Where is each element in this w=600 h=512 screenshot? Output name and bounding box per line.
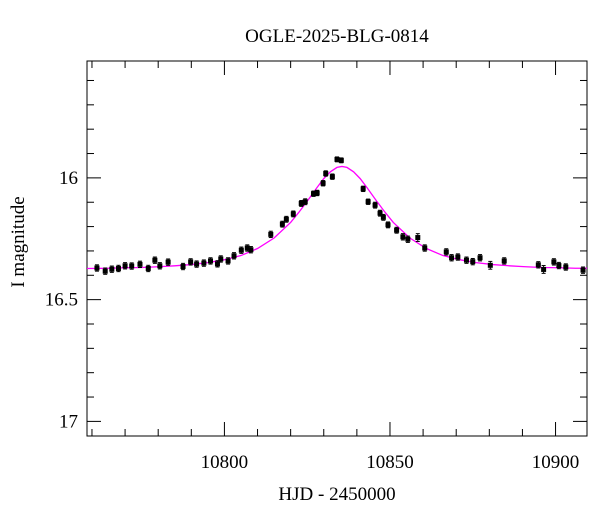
data-point	[314, 190, 320, 196]
x-tick-label: 10850	[366, 452, 414, 473]
data-point	[338, 157, 344, 163]
data-point	[225, 258, 231, 264]
data-point	[248, 247, 254, 253]
data-point	[268, 231, 274, 237]
data-point	[449, 255, 455, 261]
data-point	[365, 199, 371, 205]
plot-frame	[86, 60, 588, 437]
data-point	[157, 263, 163, 269]
data-point	[422, 245, 428, 251]
y-tick-label: 16.5	[45, 290, 78, 311]
data-point	[298, 200, 304, 206]
data-point	[129, 263, 135, 269]
data-point	[279, 221, 285, 227]
data-point	[214, 261, 220, 267]
data-point	[244, 245, 250, 251]
data-point	[115, 265, 121, 271]
data-point	[385, 222, 391, 228]
data-point	[208, 258, 214, 264]
data-point	[377, 210, 383, 216]
data-point	[360, 186, 366, 192]
data-point	[102, 268, 108, 274]
data-point	[372, 202, 378, 208]
data-point	[180, 264, 186, 270]
data-point	[218, 256, 224, 262]
data-point	[394, 227, 400, 233]
data-point	[556, 263, 562, 269]
y-tick-label: 16	[59, 168, 78, 189]
data-point	[145, 265, 151, 271]
x-tick-label: 10800	[201, 452, 249, 473]
data-point	[152, 257, 158, 263]
data-point	[188, 259, 194, 265]
data-point	[201, 260, 207, 266]
data-point	[320, 180, 326, 186]
y-tick-label: 17	[59, 411, 78, 432]
data-point	[470, 259, 476, 265]
data-point	[165, 259, 171, 265]
data-point	[501, 258, 507, 264]
data-point	[283, 216, 289, 222]
data-point	[535, 262, 541, 268]
data-point	[334, 156, 340, 162]
data-point	[405, 236, 411, 242]
data-point	[580, 267, 586, 273]
data-point	[231, 253, 237, 259]
data-point	[463, 257, 469, 263]
data-point	[443, 249, 449, 255]
x-tick-label: 10900	[532, 452, 580, 473]
x-axis-label: HJD - 2450000	[278, 484, 396, 505]
data-point	[380, 214, 386, 220]
model-curve	[86, 165, 587, 270]
data-point	[109, 266, 115, 272]
data-point	[329, 174, 335, 180]
data-point	[477, 255, 483, 261]
data-point	[238, 247, 244, 253]
data-point	[563, 264, 569, 270]
data-point	[551, 259, 557, 265]
data-point	[541, 266, 547, 272]
data-point	[455, 254, 461, 260]
data-point	[194, 261, 200, 267]
data-point	[290, 211, 296, 217]
y-axis-label: I magnitude	[8, 196, 29, 288]
data-point	[310, 191, 316, 197]
data-point	[400, 234, 406, 240]
data-point	[122, 263, 128, 269]
data-point	[415, 235, 421, 241]
data-point	[323, 171, 329, 176]
data-point	[94, 265, 100, 271]
plot-title: OGLE-2025-BLG-0814	[245, 26, 429, 47]
data-point	[487, 262, 493, 268]
data-point	[302, 199, 308, 205]
data-point	[137, 261, 143, 267]
